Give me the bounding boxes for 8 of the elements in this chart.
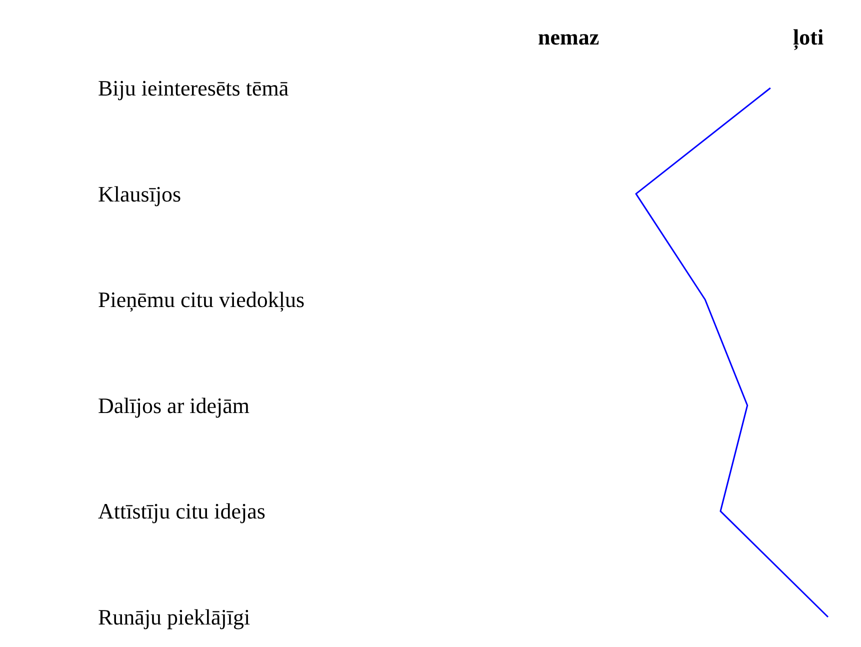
annotation: ļoti	[793, 24, 824, 50]
y-tick-label: Attīstīju citu idejas	[98, 498, 266, 524]
y-tick-label: Klausījos	[98, 181, 182, 206]
y-tick-label: Biju ieinteresēts tēmā	[98, 76, 289, 100]
y-tick-label: Runāju pieklājīgi	[98, 604, 250, 630]
y-tick-label: Pieņēmu citu viedokļus	[98, 287, 305, 312]
text: nemaz	[538, 24, 600, 50]
y-tick-label: Dalījos ar idejām	[98, 392, 250, 418]
